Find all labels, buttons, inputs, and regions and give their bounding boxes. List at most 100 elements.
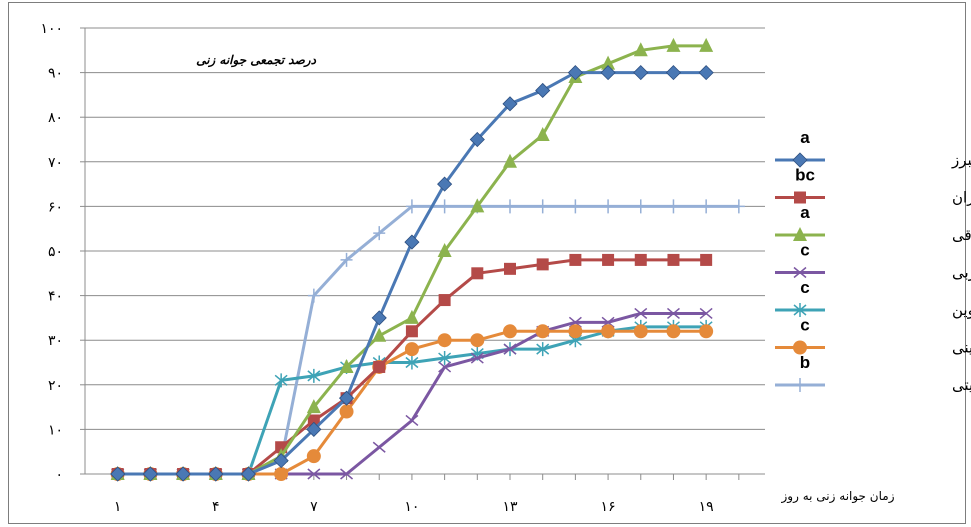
- legend-marker: [793, 227, 807, 241]
- data-point: [142, 466, 158, 482]
- data-point: [602, 253, 615, 266]
- legend-item: b تیتی: [775, 353, 971, 394]
- data-point: [667, 253, 680, 266]
- data-point: [504, 262, 516, 275]
- y-tick-label: ۰: [55, 467, 63, 483]
- data-point: [502, 96, 518, 112]
- legend-series-name: آذربایجان شرقی: [952, 226, 971, 244]
- legend-series-name: البرز: [951, 151, 971, 169]
- data-point: [535, 127, 550, 142]
- x-axis-title: زمان جوانه زنی به روز: [781, 489, 895, 504]
- x-tick-label: ۱: [114, 499, 122, 515]
- legend-series-name: تیتی: [952, 376, 971, 394]
- y-tick-label: ۳۰: [48, 333, 63, 349]
- legend: aالبرزbcمازندرانaآذربایجان شرقیcآذربایجا…: [775, 128, 971, 394]
- data-point: [373, 360, 386, 373]
- data-point: [700, 199, 713, 214]
- data-point: [602, 199, 615, 214]
- legend-marker: [793, 303, 807, 317]
- legend-significance-letter: a: [800, 128, 810, 147]
- data-point: [699, 37, 714, 52]
- data-point: [175, 466, 191, 482]
- data-point: [601, 55, 616, 70]
- data-point: [535, 324, 550, 339]
- data-point: [699, 324, 714, 339]
- series-line: [117, 311, 707, 476]
- data-point: [536, 342, 550, 357]
- data-point: [405, 325, 418, 338]
- data-point: [306, 449, 321, 464]
- data-point: [503, 324, 517, 339]
- data-point: [306, 399, 321, 414]
- x-tick-label: ۱۶: [601, 499, 616, 515]
- data-point: [666, 324, 681, 339]
- data-point: [208, 466, 224, 482]
- data-point: [404, 309, 419, 324]
- legend-item: c قزوین: [775, 278, 971, 319]
- data-point: [504, 199, 516, 214]
- data-point: [601, 324, 616, 339]
- data-point: [274, 467, 289, 481]
- data-point: [634, 199, 647, 214]
- data-point: [438, 199, 451, 214]
- data-point: [665, 65, 682, 81]
- data-point: [307, 414, 320, 427]
- legend-item: a البرز: [775, 128, 971, 169]
- data-point: [372, 441, 386, 453]
- axes: ۰ ۱۰ ۲۰ ۳۰ ۴۰ ۵۰ ۶۰ ۷۰ ۸۰ ۹۰ ۱۰۰ ۱ ۴ ۷ ۱۰ ۱۳ ۱۶ ۱۹: [40, 21, 765, 515]
- data-point: [274, 373, 288, 388]
- data-point: [307, 368, 321, 383]
- data-point: [569, 253, 582, 266]
- grid-lines: [85, 27, 765, 430]
- data-point: [437, 243, 452, 257]
- data-point: [503, 343, 517, 355]
- y-tick-label: ۱۰: [48, 422, 63, 438]
- data-point: [471, 267, 484, 280]
- data-point: [405, 414, 419, 427]
- data-point: [437, 176, 453, 192]
- data-point: [536, 199, 549, 214]
- y-tick-label: ۹۰: [48, 66, 63, 82]
- legend-item: c چینی: [775, 316, 971, 357]
- legend-series-name: چینی: [952, 339, 971, 357]
- data-point: [667, 199, 680, 214]
- series-line: [117, 71, 707, 476]
- data-point: [470, 352, 484, 364]
- data-point: [699, 307, 713, 320]
- legend-marker: [793, 266, 807, 279]
- data-point: [567, 65, 583, 81]
- legend-item: c آذربایجان غربی: [775, 241, 971, 282]
- data-point: [633, 42, 648, 57]
- data-point: [437, 333, 452, 348]
- legend-series-name: آذربایجان غربی: [952, 264, 971, 282]
- data-point: [438, 361, 452, 373]
- data-point: [633, 65, 649, 81]
- data-point: [633, 324, 648, 339]
- data-point: [338, 390, 355, 406]
- data-point: [536, 258, 549, 271]
- y-tick-label: ۱۰۰: [40, 21, 63, 37]
- legend-significance-letter: c: [800, 278, 809, 297]
- legend-marker: [794, 191, 806, 204]
- data-point: [438, 294, 451, 307]
- chart-title: درصد تجمعی جوانه زنی: [196, 53, 316, 68]
- data-point: [405, 355, 419, 370]
- y-tick-label: ۴۰: [48, 289, 63, 305]
- data-point: [339, 358, 354, 373]
- data-point: [503, 153, 517, 168]
- legend-item: a آذربایجان شرقی: [775, 203, 971, 244]
- data-point: [732, 199, 745, 214]
- data-point: [438, 351, 452, 366]
- data-point: [634, 307, 648, 320]
- series-6: [110, 324, 714, 481]
- x-tick-label: ۱۹: [699, 499, 714, 515]
- data-point: [240, 466, 257, 482]
- data-point: [307, 468, 321, 480]
- data-point: [470, 333, 485, 348]
- data-point: [666, 37, 681, 52]
- legend-marker: [793, 340, 807, 355]
- legend-significance-letter: bc: [795, 166, 815, 185]
- data-point: [372, 327, 387, 342]
- data-point: [306, 421, 322, 437]
